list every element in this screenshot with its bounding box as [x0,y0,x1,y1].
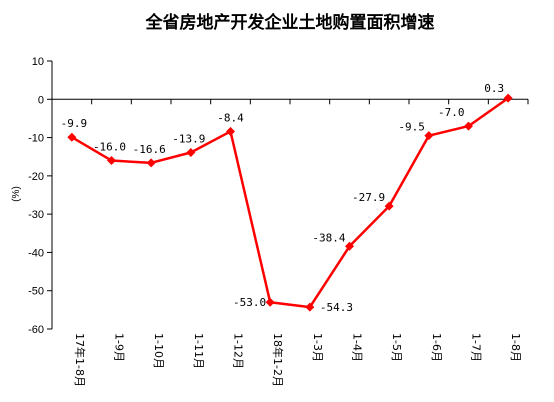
x-tick-label: 1-11月 [192,333,205,369]
data-label: -16.0 [93,141,126,154]
x-tick-label: 1-9月 [113,333,126,362]
x-tick-label: 1-3月 [311,333,324,362]
x-tick-label: 1-6月 [430,333,443,362]
x-tick-label: 1-5月 [390,333,403,362]
data-point [107,156,116,166]
x-tick-label: 17年1-8月 [73,333,87,387]
series-line [71,97,509,309]
y-tick-label: 10 [32,56,44,68]
y-tick-label: -40 [28,247,44,259]
data-labels: -9.9 -16.0 -16.6 -13.9 -8.4 -53.0 -54.3 -38.4 -2… [61,82,505,314]
data-label: -54.3 [320,301,353,314]
data-label: -8.4 [217,111,244,124]
y-tick-label: -10 [28,133,44,145]
data-label: -27.9 [352,191,385,204]
data-point [146,158,156,168]
x-tick-label: 1-10月 [152,333,165,369]
x-tick-label: 1-12月 [232,333,245,369]
x-tick-label: 1-4月 [351,333,364,362]
data-point [345,241,354,251]
x-tick-label: 1-8月 [509,333,522,362]
y-axis-ticks: 10 0 -10 -20 -30 -40 -50 -60 [28,56,52,336]
y-tick-label: -60 [28,324,44,336]
data-point [265,297,275,307]
data-label: -9.5 [398,121,425,134]
x-tick-label: 18年1-2月 [271,333,285,387]
data-point [226,126,235,136]
data-label: -13.9 [172,133,205,146]
y-axis-label: (%) [11,186,22,202]
data-point [464,121,473,131]
data-label: -16.6 [133,143,166,156]
data-point [384,201,394,211]
data-point [67,132,77,142]
data-point [305,302,315,312]
y-tick-label: -30 [28,209,44,221]
data-point [503,93,513,103]
data-label: 0.3 [484,82,504,95]
x-tick-label: 1-7月 [470,333,483,362]
x-axis-ticks: 17年1-8月 1-9月 1-10月 1-11月 1-12月 18年1-2月 1-3月 1-4… [51,99,529,387]
data-label: -38.4 [312,231,345,244]
data-label: -7.0 [438,106,465,119]
data-label: -9.9 [61,117,88,130]
data-series [67,93,513,312]
y-tick-label: -20 [28,171,44,183]
y-tick-label: -50 [28,286,44,298]
data-point [186,148,196,158]
chart-title: 全省房地产开发企业土地购置面积增速 [145,12,435,33]
y-tick-label: 0 [38,94,44,106]
data-label: -53.0 [233,296,266,309]
data-point [424,131,434,141]
